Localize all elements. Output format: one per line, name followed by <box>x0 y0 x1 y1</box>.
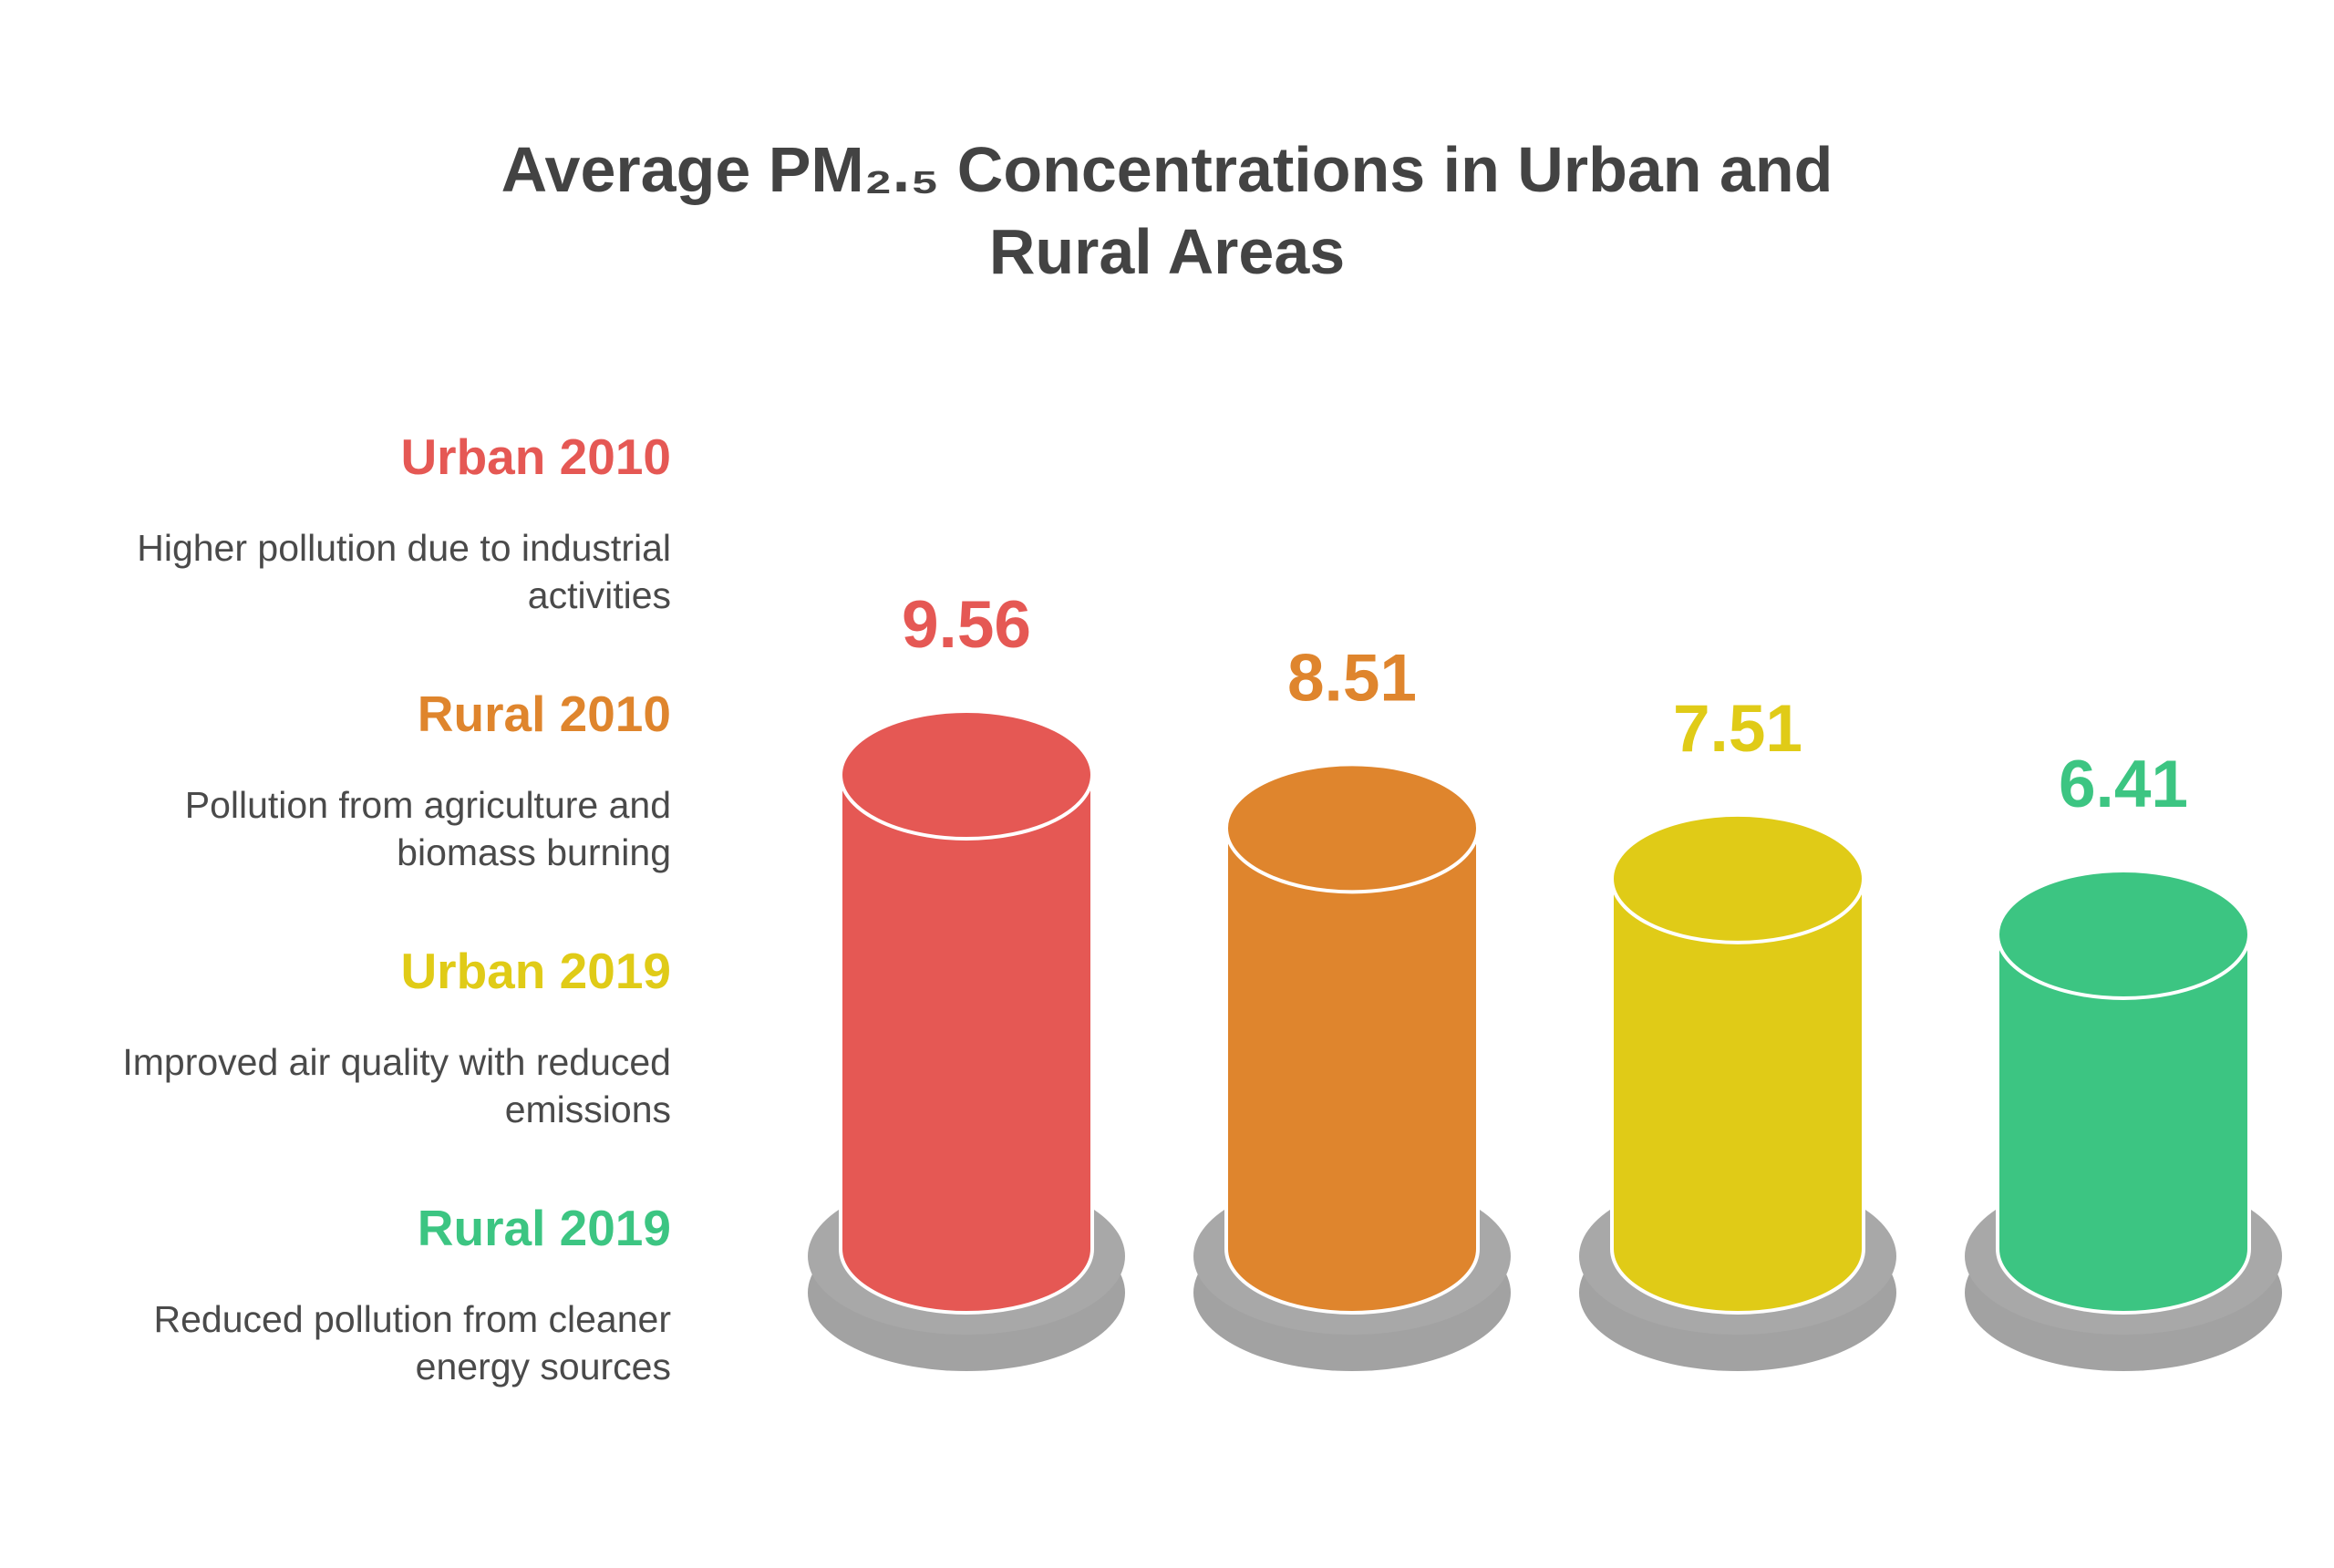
legend-heading: Rural 2019 <box>418 1200 671 1256</box>
chart-title-line: Average PM₂.₅ Concentrations in Urban an… <box>501 134 1833 205</box>
value-label: 7.51 <box>1673 692 1802 766</box>
bar-body <box>1224 826 1480 1315</box>
value-label: 8.51 <box>1287 641 1417 715</box>
bar-body <box>1610 876 1865 1315</box>
legend-description: Pollution from agriculture and <box>185 784 671 826</box>
legend-description: energy sources <box>416 1346 671 1387</box>
bar-top <box>1610 812 1865 944</box>
bar-body <box>839 773 1094 1315</box>
bar: 6.41 <box>1965 748 2282 1371</box>
legend-heading: Urban 2010 <box>400 428 671 485</box>
value-label: 6.41 <box>2059 748 2188 821</box>
bar-top <box>839 709 1094 841</box>
legend-description: biomass burning <box>397 831 671 873</box>
bar: 9.56 <box>808 588 1125 1371</box>
legend-description: Improved air quality with reduced <box>122 1041 671 1083</box>
legend-heading: Rural 2010 <box>418 686 671 742</box>
legend-heading: Urban 2019 <box>400 943 671 999</box>
legend: Urban 2010 Higher pollution due to indust… <box>122 428 671 1387</box>
bar: 7.51 <box>1579 692 1896 1371</box>
chart-title: Average PM₂.₅ Concentrations in Urban an… <box>501 134 1833 287</box>
legend-description: Reduced pollution from cleaner <box>154 1298 672 1340</box>
bar: 8.51 <box>1193 641 1511 1371</box>
legend-description: activities <box>528 574 671 616</box>
bars: 9.56 8.51 7.51 6.41 <box>808 588 2282 1371</box>
bar-top <box>1996 869 2251 1000</box>
value-label: 9.56 <box>902 588 1031 662</box>
chart-title-line: Rural Areas <box>989 216 1345 287</box>
legend-description: emissions <box>505 1088 671 1130</box>
bar-top <box>1224 762 1480 894</box>
bar-body <box>1996 933 2251 1315</box>
legend-description: Higher pollution due to industrial <box>137 527 671 569</box>
